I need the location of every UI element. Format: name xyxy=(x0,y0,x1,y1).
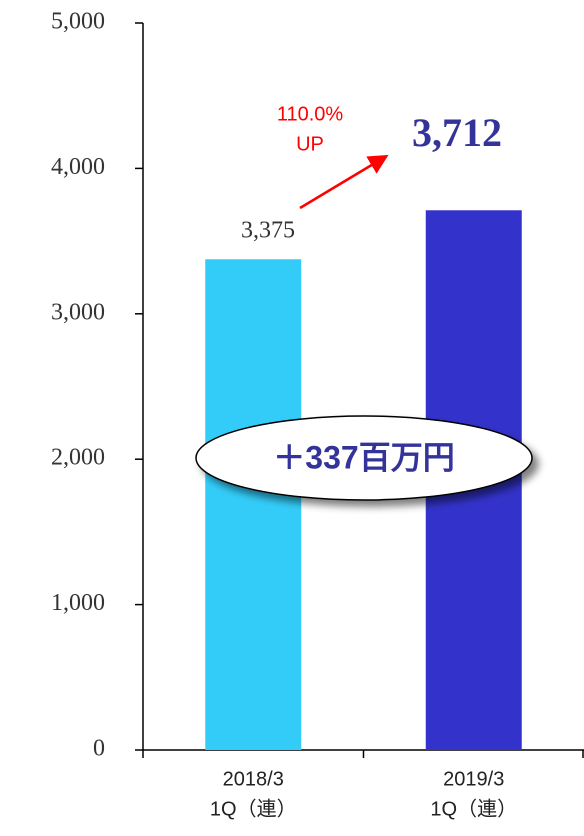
value-label: 3,712 xyxy=(412,110,502,155)
y-tick-label: 4,000 xyxy=(51,154,105,180)
x-tick-label: 2018/3 xyxy=(223,768,284,790)
growth-label: UP xyxy=(296,133,324,155)
y-tick-label: 0 xyxy=(93,736,105,762)
growth-arrow xyxy=(299,154,389,210)
bar xyxy=(205,259,302,750)
value-label: 3,375 xyxy=(241,218,295,244)
y-tick-label: 1,000 xyxy=(51,590,105,616)
x-tick-label: 1Q（連） xyxy=(210,797,297,820)
x-tick-label: 2019/3 xyxy=(443,768,504,790)
growth-label: 110.0% xyxy=(277,103,344,125)
callout xyxy=(195,415,533,501)
y-tick-label: 3,000 xyxy=(51,299,105,325)
y-tick-label: 2,000 xyxy=(51,445,105,471)
x-tick-label: 1Q（連） xyxy=(430,797,517,820)
difference-label: ＋337百万円 xyxy=(273,439,454,475)
y-tick-label: 5,000 xyxy=(51,9,105,35)
